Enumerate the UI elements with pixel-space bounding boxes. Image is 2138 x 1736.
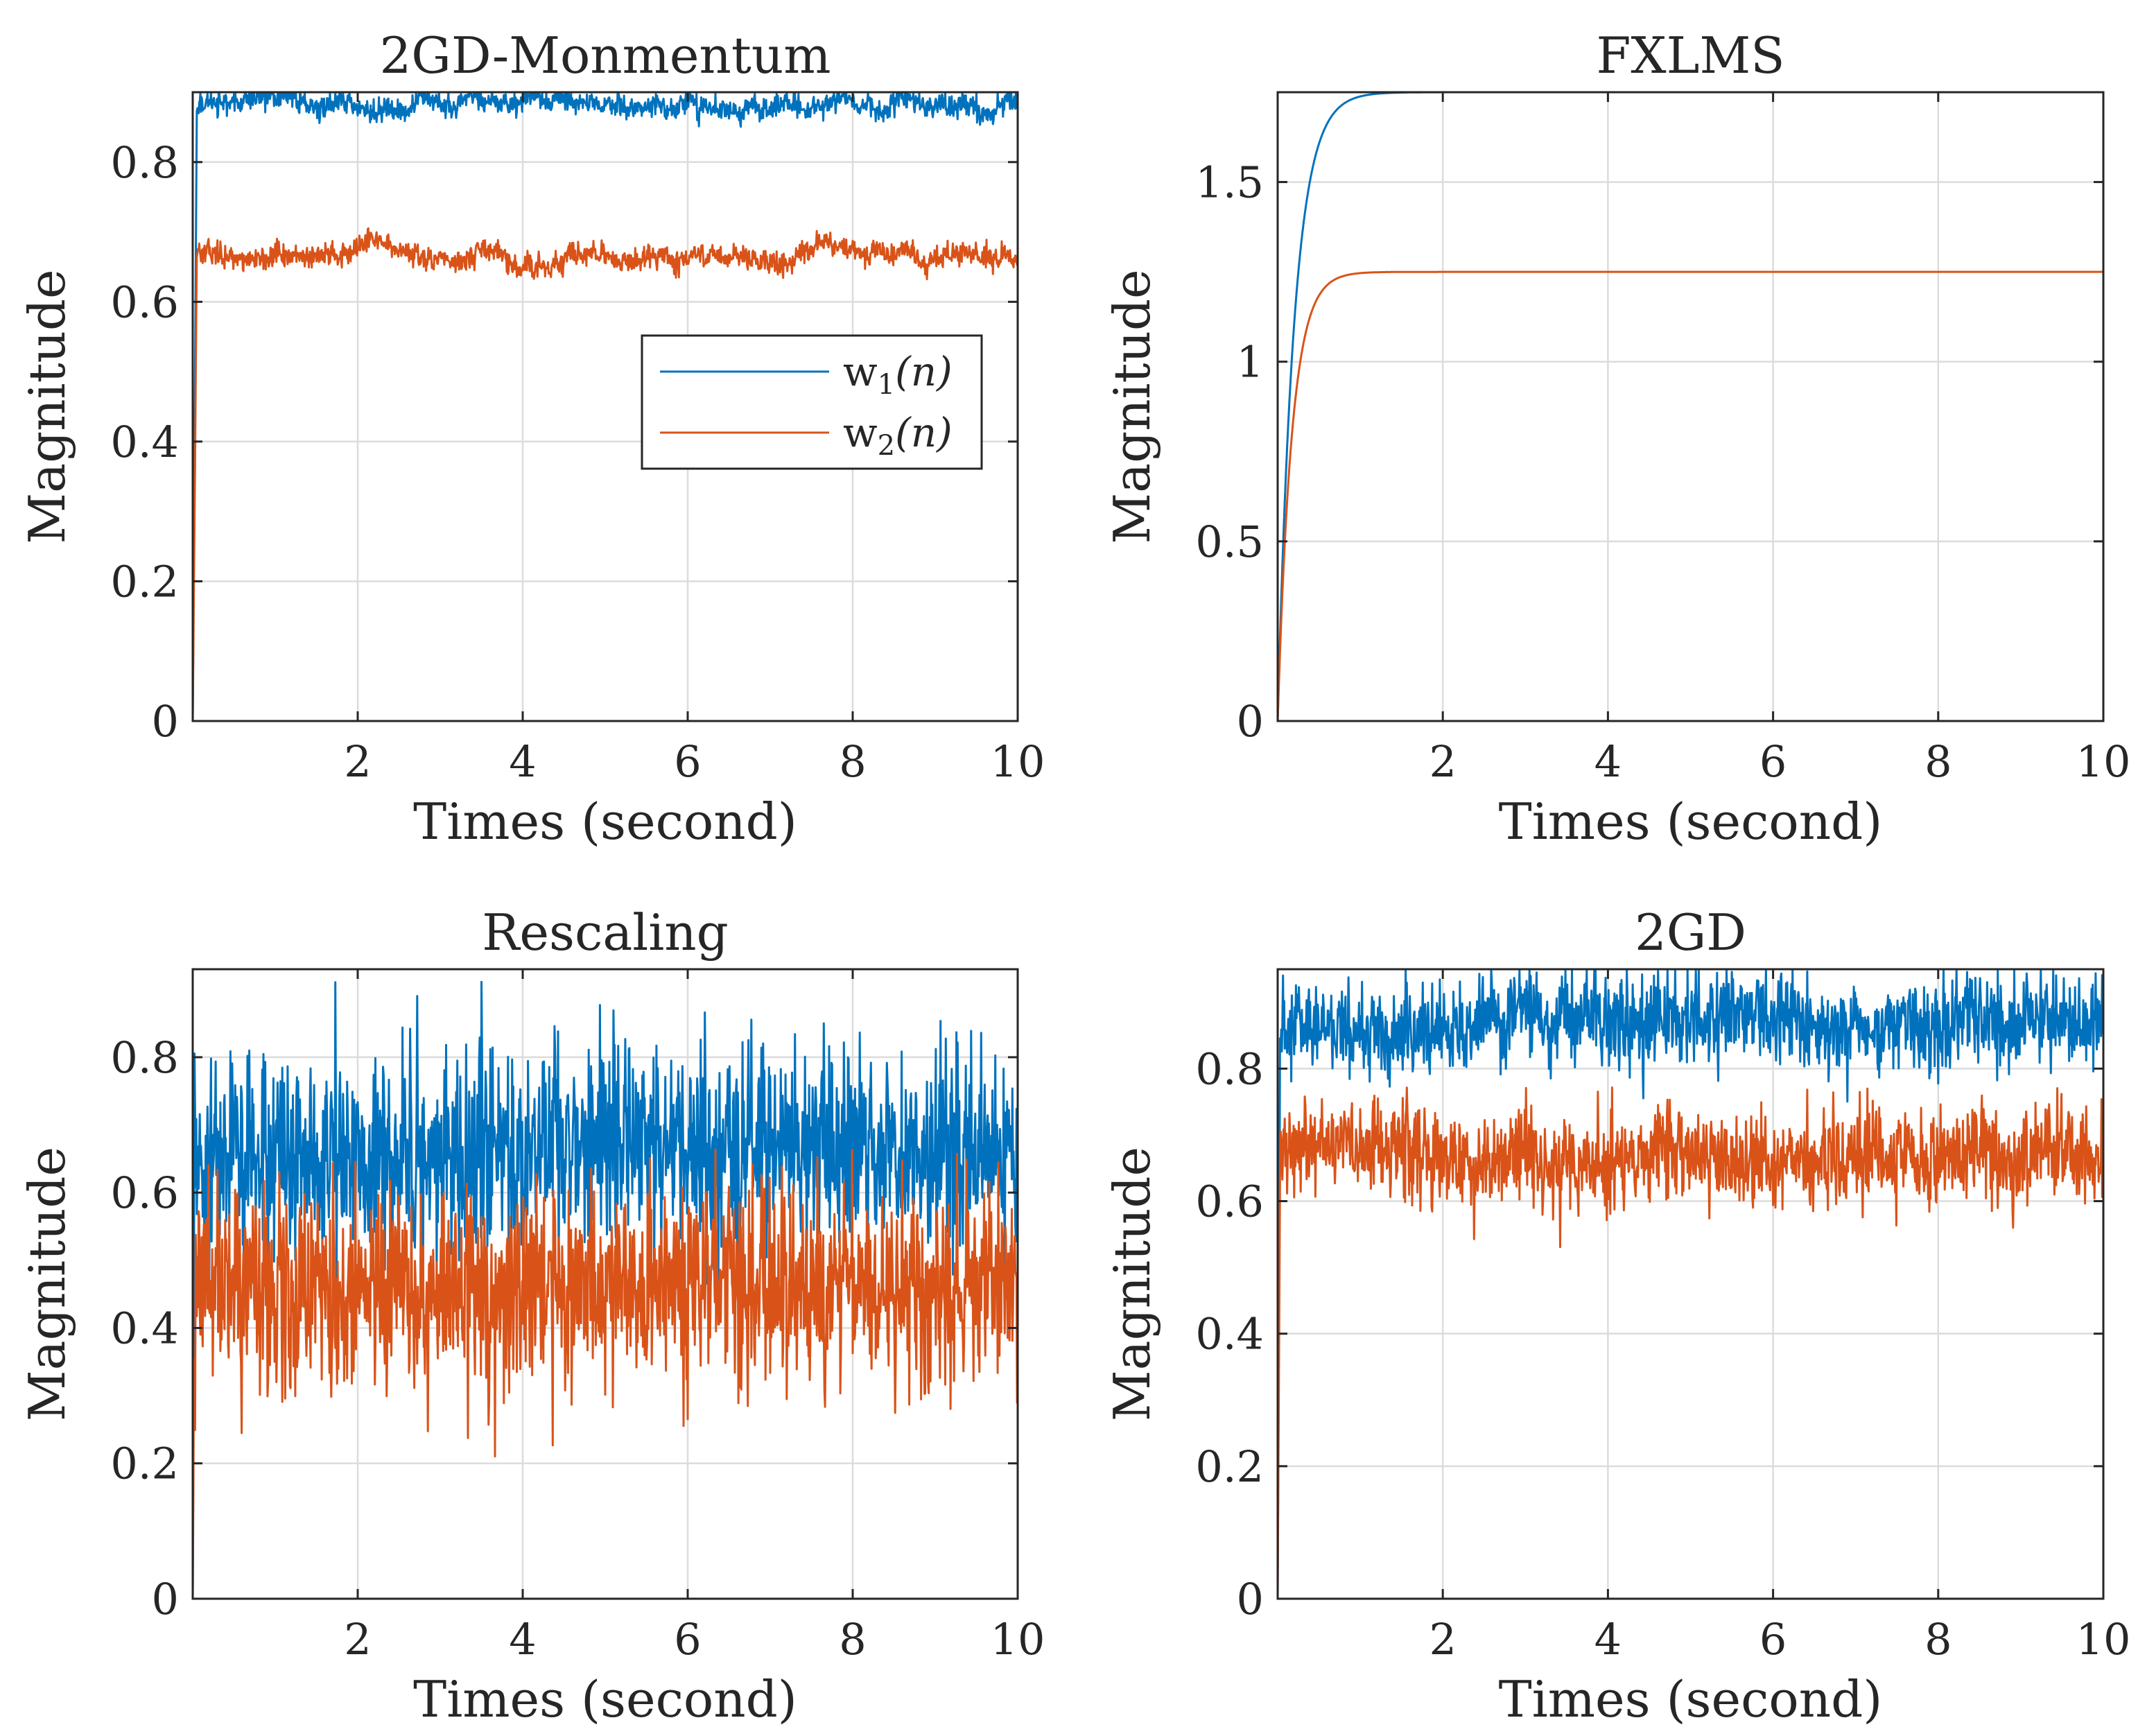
plot-area bbox=[1278, 92, 2103, 721]
chart-title: 2GD-Monmentum bbox=[380, 26, 831, 85]
axes-box bbox=[1276, 968, 2105, 1600]
legend-label-w1: w1(n) bbox=[843, 348, 953, 401]
y-tick-label: 0.4 bbox=[1195, 1309, 1264, 1360]
x-tick-label: 6 bbox=[1759, 1614, 1787, 1665]
plot-area bbox=[1278, 969, 2103, 1599]
x-tick-label: 8 bbox=[839, 1614, 866, 1665]
x-tick-label: 4 bbox=[1594, 736, 1622, 787]
axes-box bbox=[191, 968, 1019, 1600]
x-tick-label: 4 bbox=[1594, 1614, 1622, 1665]
y-tick-label: 0.6 bbox=[1195, 1177, 1264, 1227]
x-axis-label: Times (second) bbox=[413, 792, 797, 851]
legend-symbol: w bbox=[843, 409, 878, 456]
x-tick-label: 10 bbox=[991, 736, 1045, 787]
x-tick-label: 2 bbox=[344, 1614, 371, 1665]
x-axis-label: Times (second) bbox=[413, 1670, 797, 1728]
x-tick-label: 6 bbox=[674, 736, 701, 787]
series-line-w2 bbox=[191, 1148, 1019, 1599]
y-tick-label: 0.8 bbox=[110, 1032, 179, 1083]
chart-momentum: 2 4 6 8 10 0 0.2 0.4 0.6 0.8 2GD-Monmentum Times (s… bbox=[18, 26, 1045, 851]
legend: w1(n)w2(n) bbox=[641, 334, 983, 470]
chart-rescaling: 2 4 6 8 10 0 0.2 0.4 0.6 0.8 Rescaling Times (secon… bbox=[18, 903, 1045, 1728]
legend-label-w2: w2(n) bbox=[843, 409, 953, 462]
y-tick-label: 0.2 bbox=[1195, 1441, 1264, 1492]
chart-twogd: 2 4 6 8 10 0 0.2 0.4 0.6 0.8 2GD Times (second) Magn… bbox=[1103, 903, 2130, 1728]
y-tick-label: 0.6 bbox=[110, 1168, 179, 1218]
chart-title: Rescaling bbox=[482, 903, 729, 962]
x-tick-label: 10 bbox=[2076, 1614, 2131, 1665]
y-tick-label: 0.2 bbox=[110, 1439, 179, 1489]
series-line-w1 bbox=[191, 91, 1018, 722]
y-tick-label: 0.5 bbox=[1195, 517, 1264, 567]
x-tick-label: 4 bbox=[509, 736, 536, 787]
y-tick-label: 0.4 bbox=[110, 417, 179, 467]
legend-symbol: w bbox=[843, 348, 878, 395]
y-tick-label: 0 bbox=[1237, 696, 1264, 747]
x-tick-label: 10 bbox=[2076, 736, 2131, 787]
y-tick-label: 0 bbox=[152, 696, 179, 747]
x-tick-label: 8 bbox=[1924, 1614, 1952, 1665]
x-axis-label: Times (second) bbox=[1499, 1670, 1883, 1728]
legend-argument: (n) bbox=[895, 348, 953, 395]
y-axis-label: Magnitude bbox=[1103, 269, 1161, 544]
y-axis-label: Magnitude bbox=[18, 1147, 76, 1421]
series-line-w1 bbox=[1276, 968, 2105, 1599]
chart-title: FXLMS bbox=[1596, 26, 1784, 85]
y-tick-label: 1 bbox=[1237, 337, 1264, 388]
legend-subscript: 2 bbox=[878, 430, 895, 462]
series-line-w2 bbox=[191, 227, 1019, 722]
axes-box bbox=[1276, 91, 2105, 722]
y-axis-label: Magnitude bbox=[1103, 1147, 1161, 1421]
series-line-w2 bbox=[1276, 1086, 2105, 1599]
legend-box bbox=[641, 334, 983, 470]
x-tick-label: 10 bbox=[991, 1614, 1045, 1665]
y-tick-label: 0.2 bbox=[110, 556, 179, 607]
axes-box bbox=[191, 91, 1019, 722]
x-tick-label: 4 bbox=[509, 1614, 536, 1665]
y-tick-label: 0 bbox=[152, 1574, 179, 1624]
series-line-w1 bbox=[191, 980, 1019, 1599]
y-axis-label: Magnitude bbox=[18, 269, 76, 544]
chart-fxlms: 2 4 6 8 10 0 0.5 1 1.5 FXLMS Times (second) Magnitu… bbox=[1103, 26, 2130, 851]
x-tick-label: 2 bbox=[1429, 1614, 1456, 1665]
y-tick-label: 0.6 bbox=[110, 277, 179, 327]
y-tick-label: 0.4 bbox=[110, 1303, 179, 1353]
x-tick-label: 6 bbox=[1759, 736, 1787, 787]
legend-argument: (n) bbox=[895, 409, 953, 456]
y-tick-label: 0 bbox=[1237, 1574, 1264, 1624]
x-tick-label: 2 bbox=[344, 736, 371, 787]
x-tick-label: 8 bbox=[1924, 736, 1952, 787]
x-tick-label: 2 bbox=[1429, 736, 1456, 787]
y-tick-label: 1.5 bbox=[1195, 157, 1264, 208]
x-tick-label: 6 bbox=[674, 1614, 701, 1665]
y-tick-label: 0.8 bbox=[110, 137, 179, 188]
legend-subscript: 1 bbox=[878, 369, 895, 401]
x-tick-label: 8 bbox=[839, 736, 866, 787]
x-axis-label: Times (second) bbox=[1499, 792, 1883, 851]
chart-title: 2GD bbox=[1635, 903, 1746, 962]
series-line-w2 bbox=[1276, 270, 2104, 722]
y-tick-label: 0.8 bbox=[1195, 1043, 1264, 1094]
